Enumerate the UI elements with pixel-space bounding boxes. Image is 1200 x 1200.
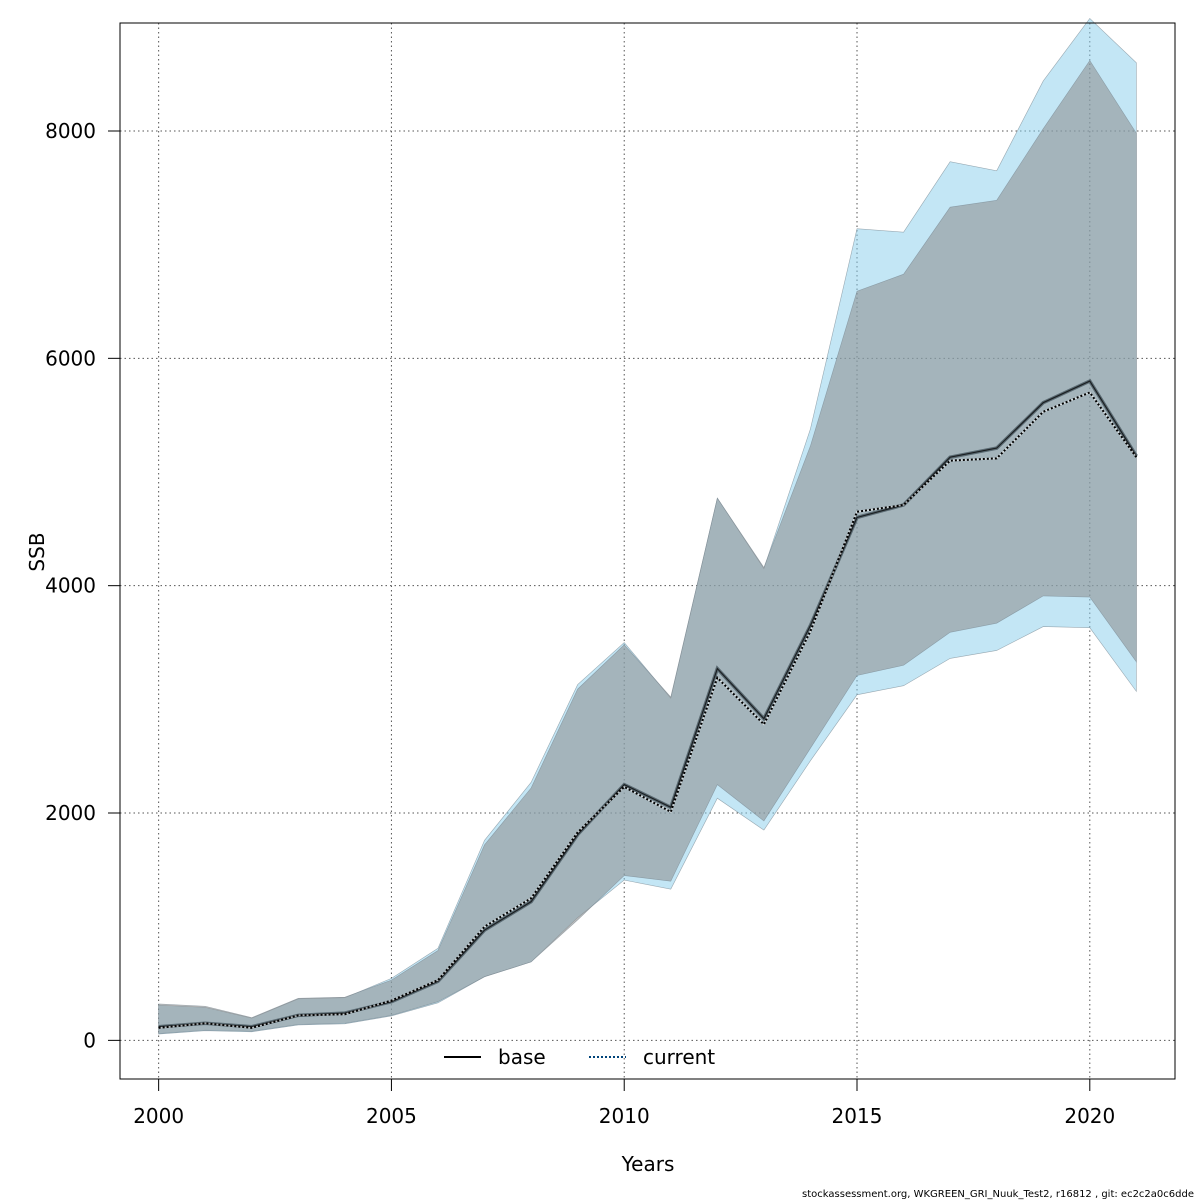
x-axis-title: Years	[621, 1152, 675, 1176]
legend: base current	[444, 1045, 715, 1069]
x-tick-label-2020: 2020	[1064, 1104, 1115, 1128]
y-tick-label-2000: 2000	[45, 801, 96, 825]
x-tick-label-2000: 2000	[133, 1104, 184, 1128]
line-current	[158, 391, 1138, 1029]
y-tick-label-8000: 8000	[45, 119, 96, 143]
y-axis-title: SSB	[25, 532, 49, 571]
confidence-bands	[158, 18, 1137, 1035]
legend-label-current: current	[643, 1045, 715, 1069]
series-lines	[158, 378, 1138, 1029]
x-axis: 2000 2005 2010 2015 2020	[133, 1078, 1115, 1128]
y-tick-label-4000: 4000	[45, 574, 96, 598]
x-tick-label-2015: 2015	[832, 1104, 883, 1128]
y-tick-label-0: 0	[83, 1028, 96, 1052]
band-current	[158, 18, 1137, 1035]
y-tick-label-6000: 6000	[45, 346, 96, 370]
x-tick-label-2010: 2010	[599, 1104, 650, 1128]
band-base	[158, 59, 1137, 1034]
y-axis: 0 2000 4000 6000 8000	[45, 119, 121, 1052]
x-tick-label-2005: 2005	[366, 1104, 417, 1128]
footnote: stockassessment.org, WKGREEN_GRI_Nuuk_Te…	[802, 1189, 1194, 1200]
legend-label-base: base	[498, 1045, 546, 1069]
